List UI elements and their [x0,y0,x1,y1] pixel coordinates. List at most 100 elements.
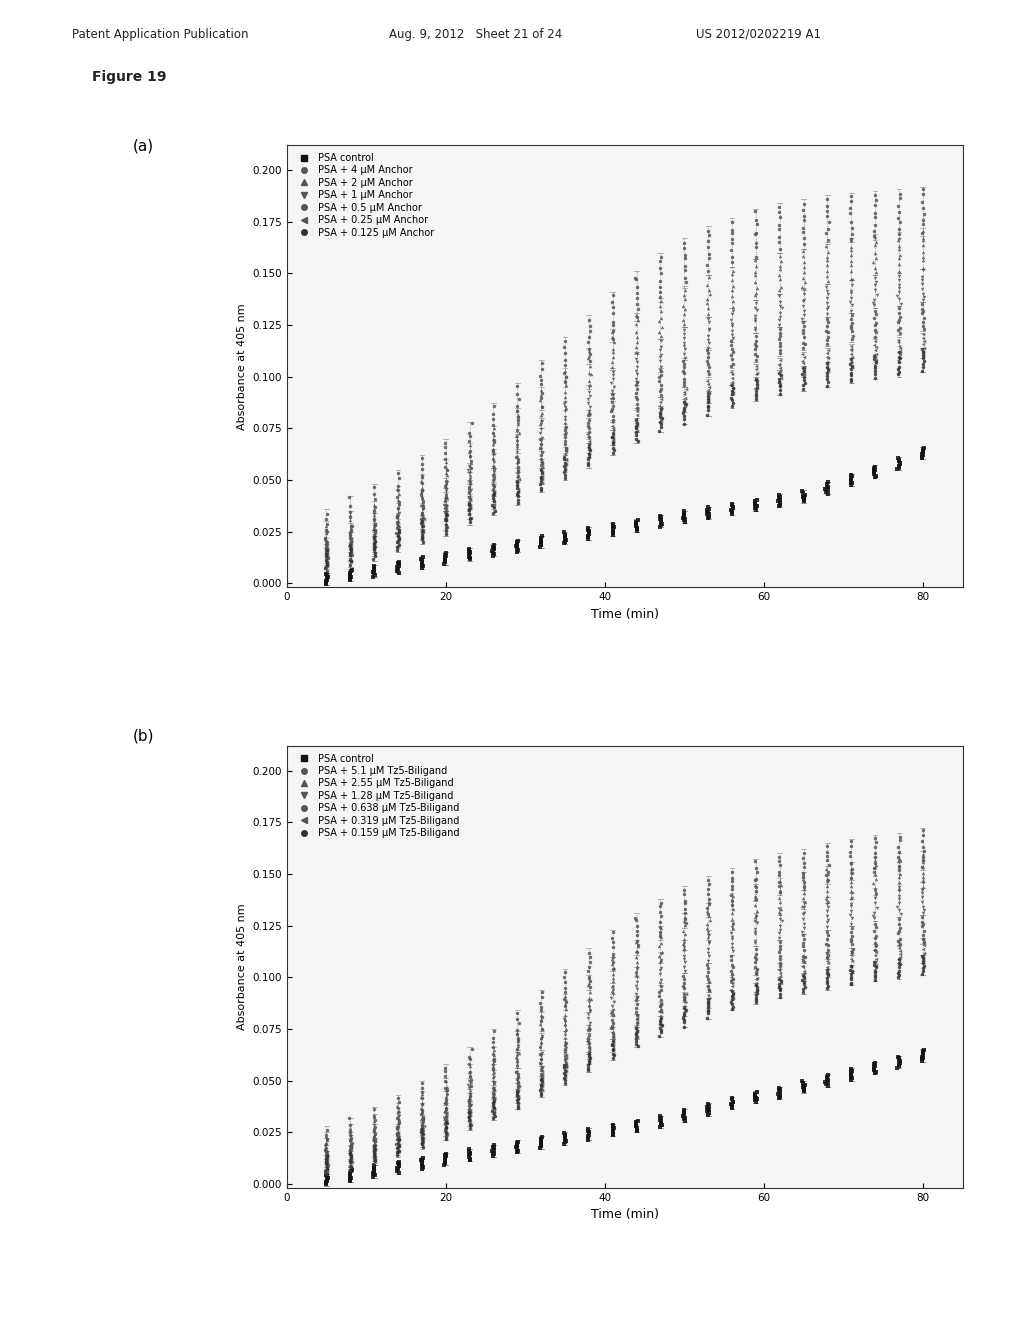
Point [605,968,622,989]
Point [914,862,931,883]
Point [558,1044,574,1065]
Point [771,255,787,276]
Point [581,444,597,465]
Point [414,1134,430,1155]
Point [604,380,621,401]
Point [604,364,621,385]
Point [580,529,596,550]
Point [558,422,574,444]
Point [436,1107,453,1129]
Point [891,269,907,290]
Point [677,288,693,309]
Point [461,455,477,477]
Point [604,329,621,350]
Point [485,1139,502,1160]
Point [842,845,858,866]
Point [748,247,764,268]
Point [558,1038,574,1059]
Point [604,995,621,1016]
Point [844,950,860,972]
Text: Aug. 9, 2012   Sheet 21 of 24: Aug. 9, 2012 Sheet 21 of 24 [389,28,562,41]
Point [583,989,599,1010]
Point [603,1003,620,1024]
Point [867,459,884,480]
Point [367,1135,383,1156]
Point [415,1094,431,1115]
Point [700,383,717,404]
Point [462,512,478,533]
Point [510,459,526,480]
Point [724,875,740,896]
Point [868,350,885,371]
Point [367,477,383,498]
Point [390,529,407,550]
Point [915,437,932,458]
Point [891,899,907,920]
Point [509,451,525,473]
Point [604,388,621,409]
Point [485,1051,502,1072]
Point [796,370,812,391]
Point [700,243,717,264]
Point [438,1117,455,1138]
Point [485,475,502,496]
Point [367,1164,383,1185]
Point [628,368,644,389]
Point [819,1072,836,1093]
Point [556,1068,572,1089]
Point [891,1048,907,1069]
Point [509,1071,525,1092]
Point [867,257,884,279]
Point [652,1107,669,1129]
Point [581,1036,597,1057]
Point [628,1028,644,1049]
Point [390,1152,407,1173]
Point [605,1118,622,1139]
Point [414,525,430,546]
Point [414,459,430,480]
Point [867,878,884,899]
Point [796,972,812,993]
Point [796,878,812,899]
Point [461,486,477,507]
Point [820,975,837,997]
Point [890,207,906,228]
Point [867,337,884,358]
Point [342,521,358,543]
Point [651,946,668,968]
Point [818,205,835,226]
Point [818,222,835,243]
Point [366,1160,382,1181]
Point [534,532,550,553]
Point [317,533,334,554]
Point [892,322,908,343]
Point [724,997,740,1018]
Point [390,1126,407,1147]
Point [652,975,669,997]
Point [343,1129,359,1150]
Point [556,525,572,546]
Point [389,506,406,527]
Point [724,987,740,1008]
Point [582,397,598,418]
Point [676,1104,692,1125]
Point [485,433,502,454]
Point [843,185,859,206]
Point [342,524,358,545]
Point [746,319,763,341]
Point [724,269,740,290]
Point [913,191,930,213]
Point [890,935,906,956]
Point [653,989,670,1010]
Point [532,389,549,411]
Point [914,1047,931,1068]
Point [652,510,669,531]
Point [581,331,597,352]
Point [318,554,335,576]
Point [699,898,716,919]
Point [557,458,573,479]
Point [819,964,836,985]
Point [342,504,358,525]
Point [892,933,908,954]
Point [558,366,574,387]
